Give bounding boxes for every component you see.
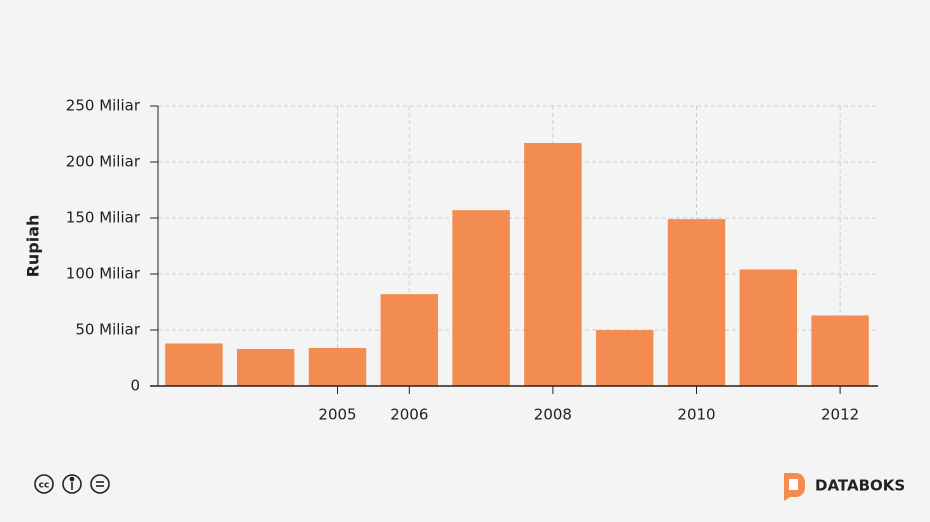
y-tick-label: 50 Miliar: [75, 321, 140, 339]
x-tick-label: 2008: [534, 406, 572, 424]
bar: [595, 330, 654, 386]
y-tick-label: 250 Miliar: [66, 97, 141, 115]
y-tick-label: 150 Miliar: [66, 209, 141, 227]
bar: [380, 294, 439, 386]
x-tick-label: 2010: [677, 406, 715, 424]
bar: [811, 315, 869, 386]
bar: [165, 343, 223, 386]
x-tick-label: 2006: [390, 406, 428, 424]
y-tick-label: 200 Miliar: [66, 153, 141, 171]
brand-logo: [784, 473, 805, 501]
bar: [739, 269, 798, 386]
x-tick-label: 2005: [318, 406, 356, 424]
svg-text:cc: cc: [39, 481, 50, 491]
license-icons: cc: [34, 474, 110, 494]
y-axis-label: Rupiah: [24, 215, 43, 278]
bar: [236, 349, 295, 386]
bar: [308, 347, 367, 386]
bar: [524, 142, 582, 386]
x-tick-label: 2012: [821, 406, 859, 424]
y-tick-label: 100 Miliar: [66, 265, 141, 283]
brand-name: DATABOKS: [815, 477, 905, 495]
y-tick-label: 0: [130, 377, 140, 395]
bar: [452, 210, 510, 386]
bar: [667, 219, 726, 386]
